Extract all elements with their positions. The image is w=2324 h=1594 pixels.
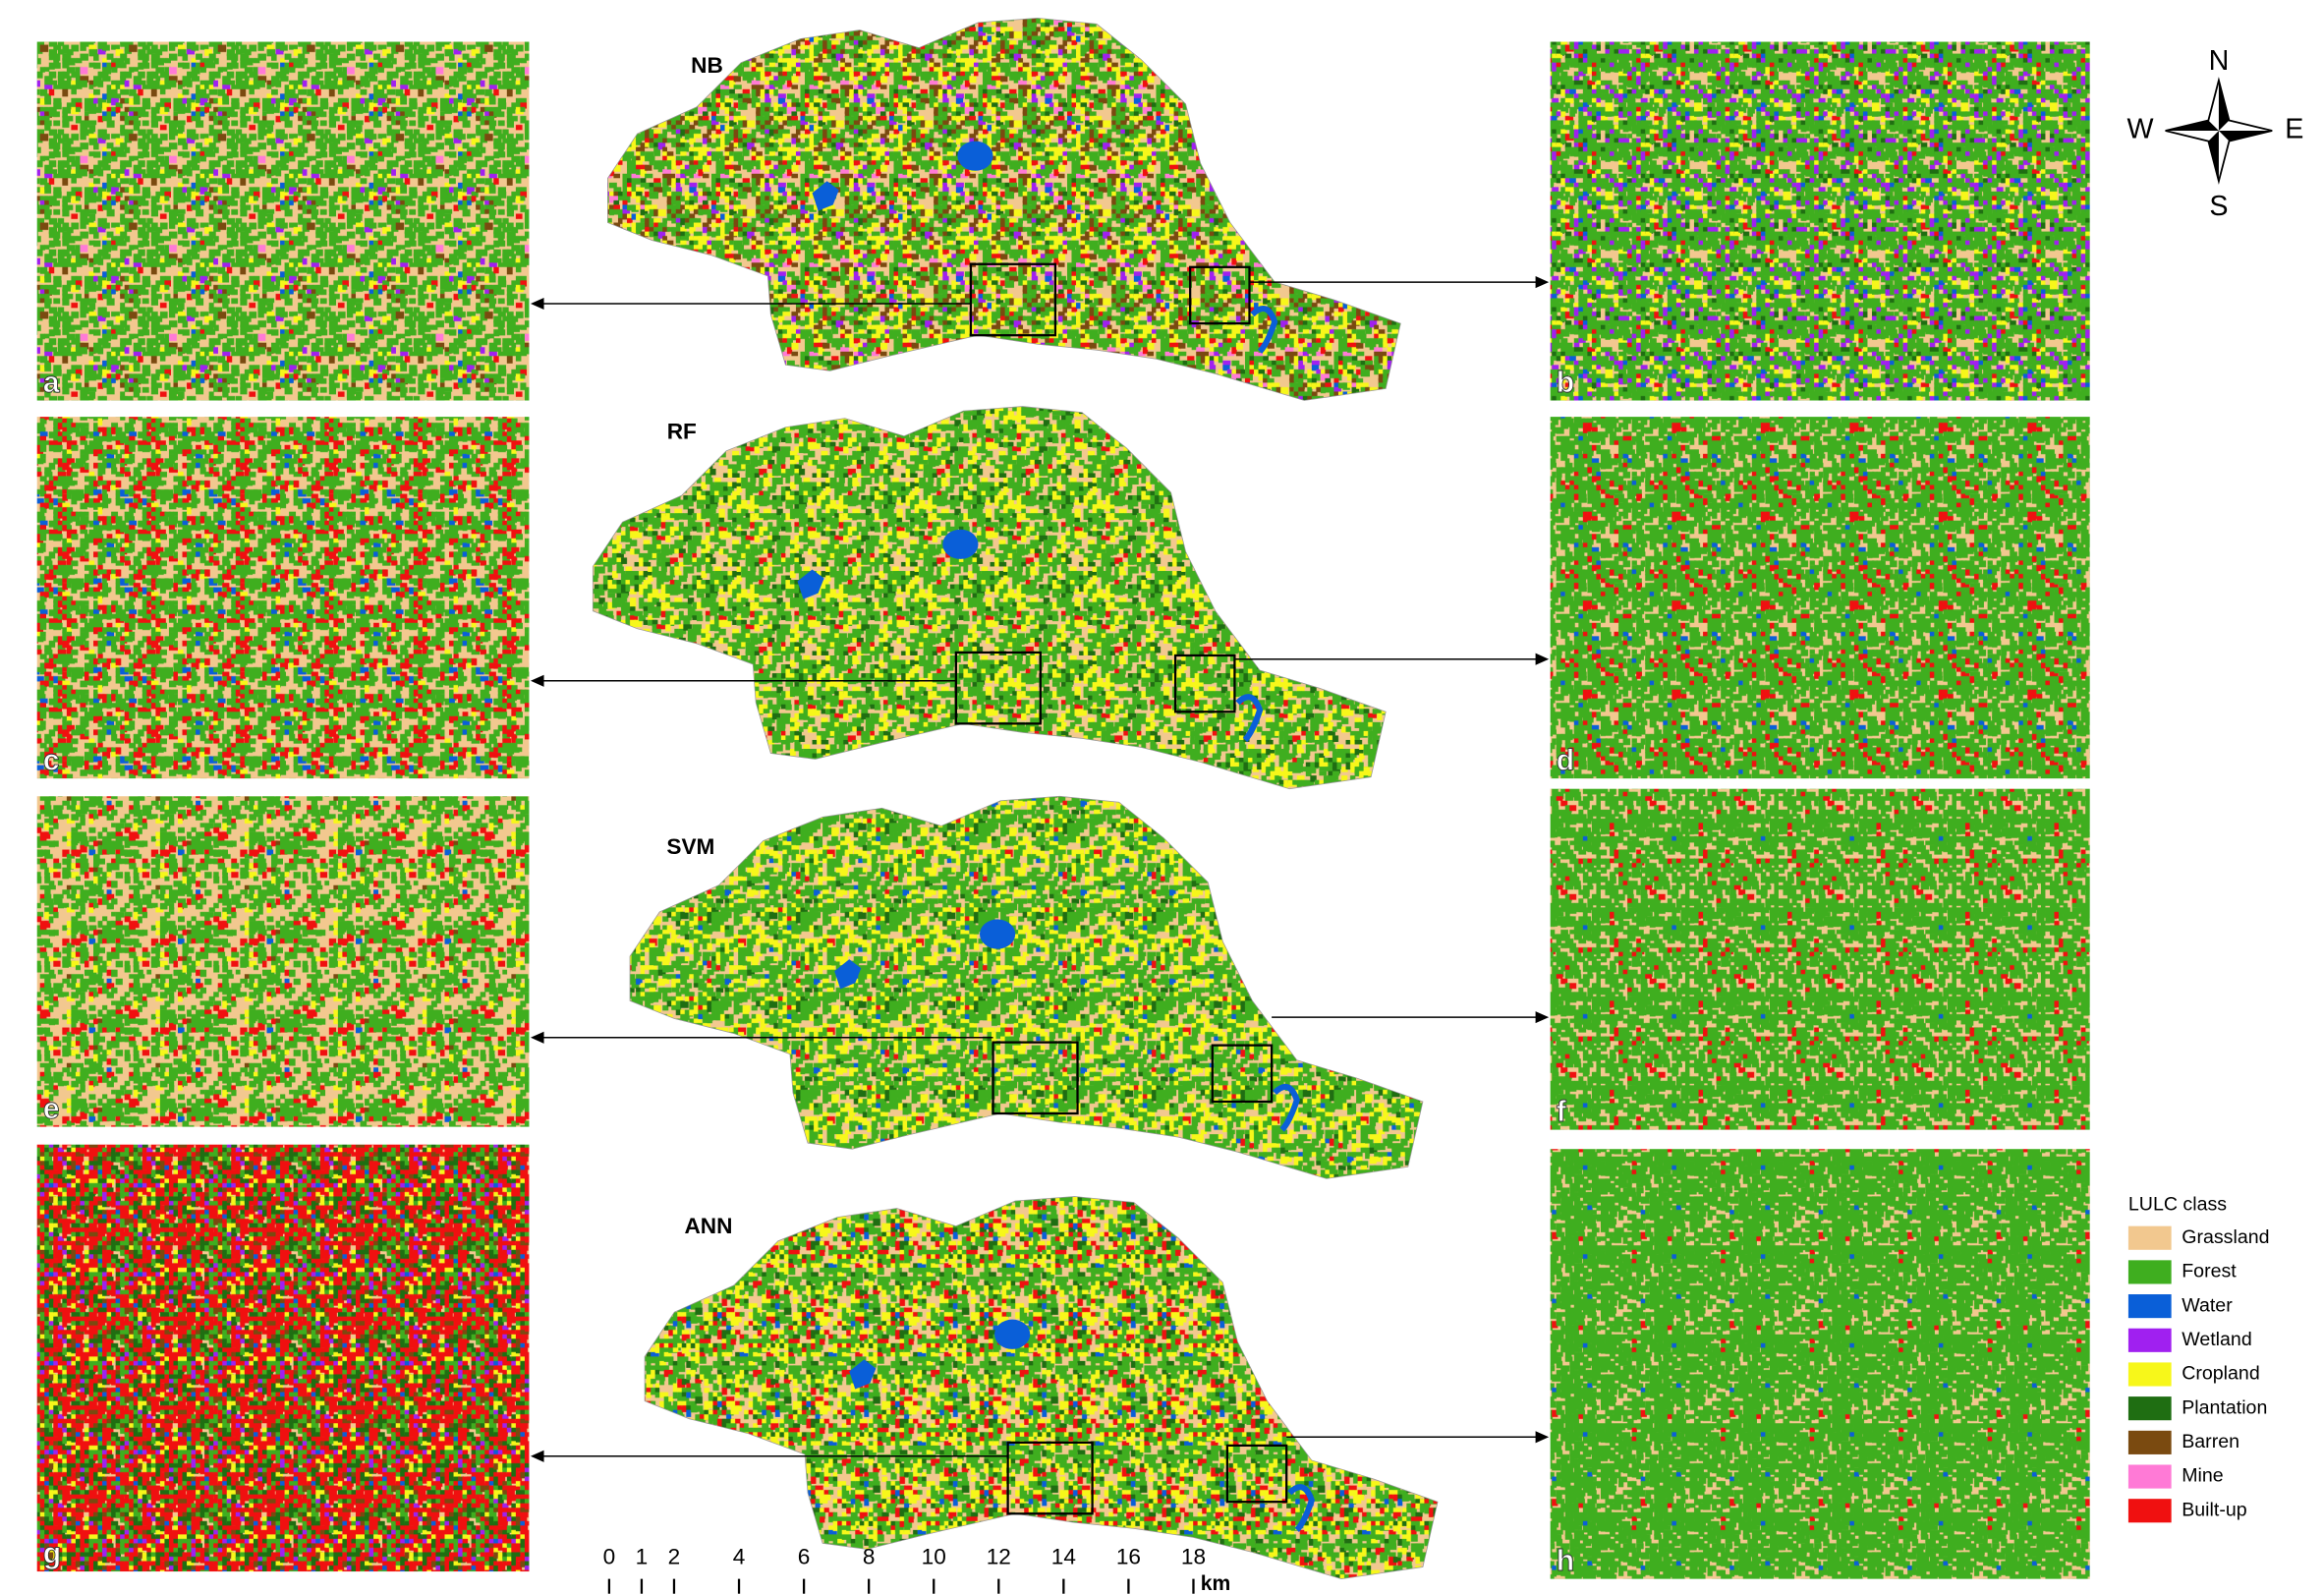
scale-label: 14 xyxy=(1051,1544,1076,1568)
legend-swatch xyxy=(2127,1225,2172,1250)
arrow-head xyxy=(530,297,544,311)
arrow-head xyxy=(1535,1011,1550,1024)
arrow-head xyxy=(530,674,544,687)
compass-east: E xyxy=(2285,114,2303,145)
scale-label: 8 xyxy=(863,1544,876,1568)
scale-label: 12 xyxy=(987,1544,1011,1568)
river xyxy=(1272,1083,1300,1132)
zoom-box xyxy=(969,262,1057,337)
arrow-head xyxy=(1535,1431,1550,1444)
zoom-panel xyxy=(36,796,530,1127)
scale-label: 1 xyxy=(636,1544,649,1568)
compass-rose xyxy=(2165,77,2273,185)
reservoir xyxy=(797,569,824,599)
catchment-area xyxy=(629,795,1424,1179)
catchment-map xyxy=(629,795,1424,1179)
reservoir xyxy=(812,181,839,211)
catchment-map xyxy=(644,1196,1439,1580)
legend-label: Grassland xyxy=(2182,1226,2269,1248)
scale-unit: km xyxy=(1201,1572,1231,1594)
legend-label: Mine xyxy=(2182,1465,2224,1487)
scale-label: 18 xyxy=(1181,1544,1206,1568)
catchment-map xyxy=(592,406,1387,790)
model-label: NB xyxy=(691,53,723,78)
reservoir xyxy=(957,141,993,171)
legend-title: LULC class xyxy=(2128,1194,2227,1216)
panel-label: b xyxy=(1557,367,1574,399)
legend-swatch xyxy=(2127,1499,2172,1523)
reservoir xyxy=(834,959,862,990)
zoom-panel xyxy=(36,41,530,401)
legend-label: Wetland xyxy=(2182,1329,2252,1350)
scale-label: 10 xyxy=(922,1544,946,1568)
zoom-box xyxy=(1189,265,1251,325)
scale-label: 4 xyxy=(733,1544,746,1568)
zoom-box xyxy=(954,651,1042,725)
catchment-map xyxy=(607,18,1401,401)
arrow-head xyxy=(530,1031,544,1044)
reservoir xyxy=(994,1319,1031,1349)
scale-label: 16 xyxy=(1116,1544,1141,1568)
reservoir xyxy=(849,1359,877,1390)
zoom-panel xyxy=(1550,417,2090,779)
legend-swatch xyxy=(2127,1464,2172,1489)
panel-label: f xyxy=(1557,1096,1567,1128)
legend-label: Plantation xyxy=(2182,1396,2267,1418)
arrow-head xyxy=(1535,276,1550,289)
scale-label: 6 xyxy=(798,1544,811,1568)
legend-label: Built-up xyxy=(2182,1499,2247,1520)
legend-swatch xyxy=(2127,1328,2172,1352)
river xyxy=(1235,694,1264,743)
model-label: SVM xyxy=(666,834,714,859)
compass-west: W xyxy=(2126,114,2153,145)
legend-label: Barren xyxy=(2182,1431,2239,1452)
zoom-panel xyxy=(36,1144,530,1572)
reservoir xyxy=(942,529,979,559)
zoom-box xyxy=(1173,654,1236,713)
panel-label: c xyxy=(43,745,60,777)
model-label: ANN xyxy=(684,1214,732,1238)
river xyxy=(1250,306,1278,354)
scale-label: 2 xyxy=(668,1544,681,1568)
zoom-box xyxy=(1225,1444,1288,1504)
panel-label: d xyxy=(1557,745,1574,777)
arrow-head xyxy=(530,1450,544,1462)
panel-label: e xyxy=(43,1093,60,1125)
compass-south: S xyxy=(2209,191,2228,222)
arrow-head xyxy=(1535,653,1550,665)
zoom-box xyxy=(992,1041,1079,1115)
legend-swatch xyxy=(2127,1260,2172,1284)
legend-swatch xyxy=(2127,1362,2172,1387)
panel-label: g xyxy=(43,1537,61,1569)
legend-label: Forest xyxy=(2182,1261,2237,1282)
panel-label: a xyxy=(43,367,60,399)
panel-label: h xyxy=(1557,1545,1574,1577)
compass-north: N xyxy=(2209,45,2230,77)
river xyxy=(1287,1484,1316,1532)
catchment-area xyxy=(607,18,1401,401)
reservoir xyxy=(979,919,1016,949)
legend-swatch xyxy=(2127,1396,2172,1421)
zoom-box xyxy=(1211,1044,1274,1104)
catchment-area xyxy=(592,406,1387,790)
zoom-panel xyxy=(1550,41,2090,401)
zoom-panel xyxy=(1550,1149,2090,1579)
legend-label: Water xyxy=(2182,1294,2233,1316)
legend-label: Cropland xyxy=(2182,1363,2260,1385)
scale-label: 0 xyxy=(603,1544,616,1568)
catchment-area xyxy=(644,1196,1439,1580)
legend-swatch xyxy=(2127,1294,2172,1319)
zoom-box xyxy=(1006,1441,1094,1515)
zoom-panel xyxy=(36,417,530,779)
model-label: RF xyxy=(667,420,697,444)
zoom-panel xyxy=(1550,788,2090,1130)
legend-swatch xyxy=(2127,1430,2172,1454)
